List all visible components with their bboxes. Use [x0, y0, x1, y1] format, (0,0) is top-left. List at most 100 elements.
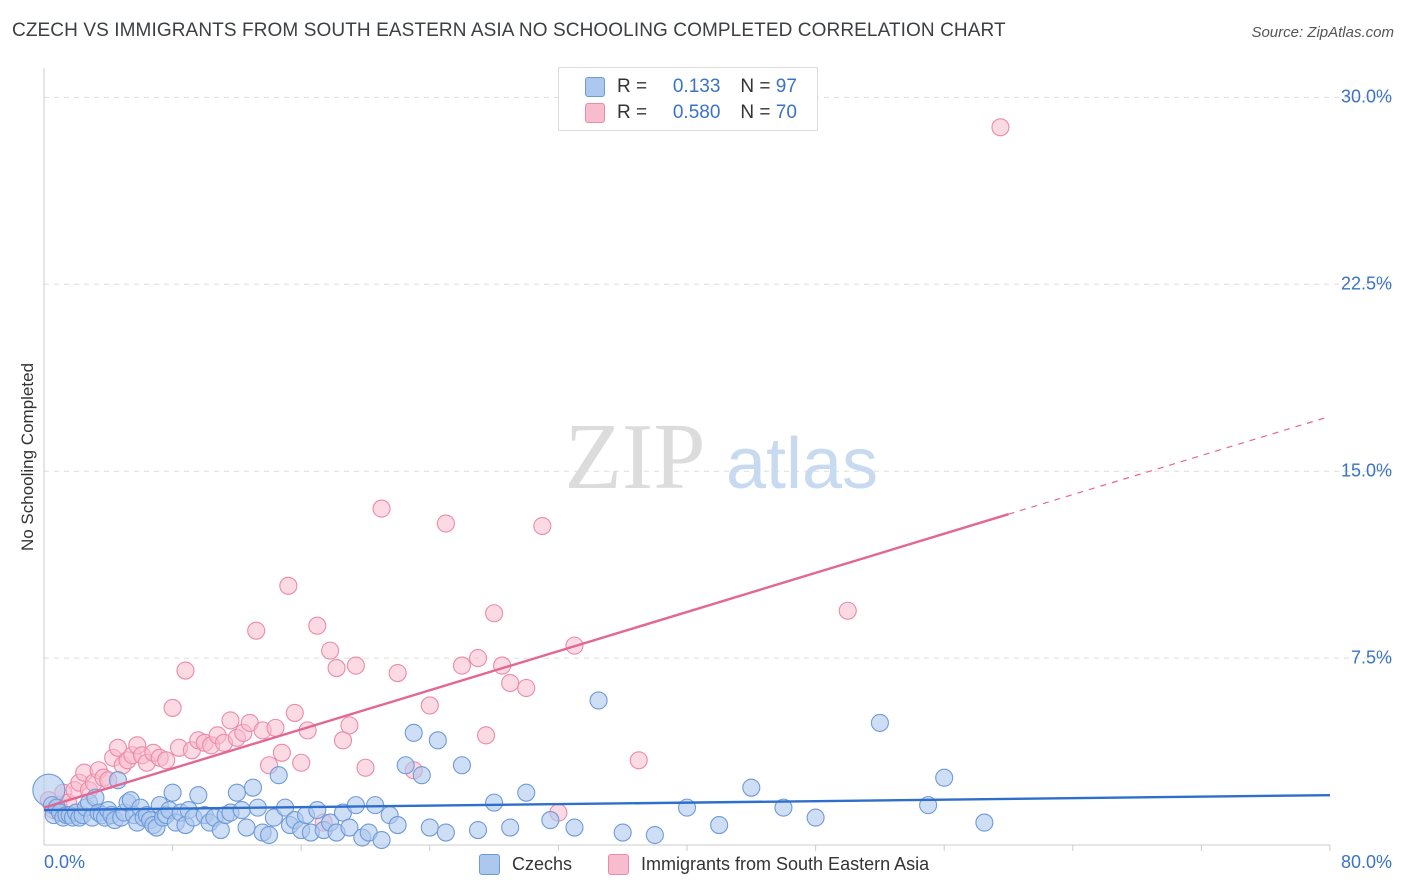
pink-point [108, 738, 127, 757]
legend-n-value: 70 [775, 102, 797, 123]
blue-point [774, 798, 793, 817]
pink-point [346, 656, 365, 675]
blue-point [468, 820, 488, 840]
pink-trend-line-extension [1008, 415, 1331, 515]
pink-point [838, 601, 857, 620]
watermark-atlas: atlas [726, 424, 878, 504]
blue-point [211, 820, 230, 840]
blue-point [243, 778, 263, 797]
blue-point [613, 823, 632, 842]
y-tick-22-5: 22.5% [1340, 273, 1392, 294]
pink-point [629, 751, 648, 770]
y-tick-7-5: 7.5% [1350, 647, 1392, 668]
blue-point [710, 816, 729, 835]
pink-point [285, 703, 304, 722]
legend-n-label: N = [740, 102, 771, 123]
pink-point [517, 678, 536, 698]
blue-point [541, 811, 560, 830]
blue-point [259, 825, 279, 845]
blue-point [975, 813, 994, 832]
pink-point [321, 641, 340, 660]
source-label: Source: ZipAtlas.com [1251, 24, 1394, 41]
blue-point [404, 723, 423, 742]
y-tick-30: 30.0% [1340, 86, 1392, 107]
blue-point [412, 766, 431, 785]
stats-legend: R = 0.133 N = 97 R = 0.580 N = 70 [558, 67, 818, 131]
pink-point [247, 621, 266, 640]
pink-trend-line [43, 513, 1009, 809]
blue-point [269, 766, 288, 785]
blue-point [428, 731, 447, 750]
pink-point [991, 118, 1010, 137]
blue-point [388, 816, 407, 835]
legend-item-immigrants: Immigrants from South Eastern Asia [608, 852, 929, 876]
pink-point [333, 731, 353, 750]
legend-swatch-blue [479, 853, 500, 875]
blue-point [806, 808, 825, 827]
legend-row-czechs: R = 0.133 N = 97 [585, 74, 797, 100]
pink-point [163, 698, 182, 717]
blue-point [163, 783, 182, 802]
blue-point [189, 786, 208, 805]
y-tick-15: 15.0% [1340, 460, 1392, 481]
legend-r-value: 0.133 [672, 76, 721, 97]
pink-point [176, 661, 195, 680]
pink-point [477, 726, 496, 745]
pink-point [420, 696, 439, 715]
pink-point [327, 659, 346, 678]
pink-point [157, 751, 176, 770]
blue-point [935, 768, 954, 787]
pink-point [292, 753, 311, 772]
blue-point [501, 818, 520, 837]
pink-point [388, 663, 407, 683]
watermark: ZIP atlas [565, 405, 879, 509]
blue-point [436, 823, 455, 842]
pink-point [372, 499, 391, 518]
pink-point [485, 604, 504, 623]
legend-swatch-blue [585, 77, 605, 97]
legend-r-value: 0.580 [672, 102, 721, 123]
blue-trend-line [43, 793, 1331, 812]
blue-point [237, 818, 256, 837]
pink-point [340, 716, 359, 735]
pink-point [356, 758, 375, 777]
blue-point [232, 801, 251, 820]
pink-point [308, 616, 327, 635]
legend-n-value: 97 [775, 76, 797, 97]
legend-row-immigrants: R = 0.580 N = 70 [585, 100, 797, 126]
legend-label-czechs: Czechs [512, 853, 573, 874]
pink-point [533, 516, 552, 536]
pink-point [501, 673, 520, 693]
pink-point [272, 743, 291, 762]
pink-point [279, 576, 298, 595]
blue-point [517, 783, 536, 802]
legend-r-label: R = [617, 76, 648, 97]
blue-point [870, 713, 889, 732]
blue-point [372, 830, 391, 850]
blue-point [227, 783, 246, 802]
x-tick-min: 0.0% [44, 852, 86, 872]
blue-point [645, 825, 664, 845]
legend-swatch-pink [608, 853, 629, 875]
pink-point [221, 711, 240, 730]
blue-point [346, 796, 365, 815]
blue-point [340, 818, 359, 837]
blue-point [565, 818, 584, 837]
legend-swatch-pink [585, 103, 605, 123]
trend-lines [43, 415, 1331, 812]
legend-item-czechs: Czechs [479, 852, 572, 876]
x-tick-max: 80.0% [1340, 852, 1392, 872]
blue-point [589, 691, 608, 710]
grid-lines [43, 68, 1390, 851]
chart-title: CZECH VS IMMIGRANTS FROM SOUTH EASTERN A… [12, 20, 1006, 41]
pink-point [452, 656, 472, 675]
pink-point [468, 649, 488, 668]
blue-point [742, 778, 761, 797]
watermark-zip: ZIP [565, 405, 706, 509]
blue-point [308, 801, 327, 820]
legend-n-label: N = [740, 76, 771, 97]
pink-point [266, 718, 285, 737]
legend-r-label: R = [617, 102, 648, 123]
blue-point [485, 793, 504, 812]
